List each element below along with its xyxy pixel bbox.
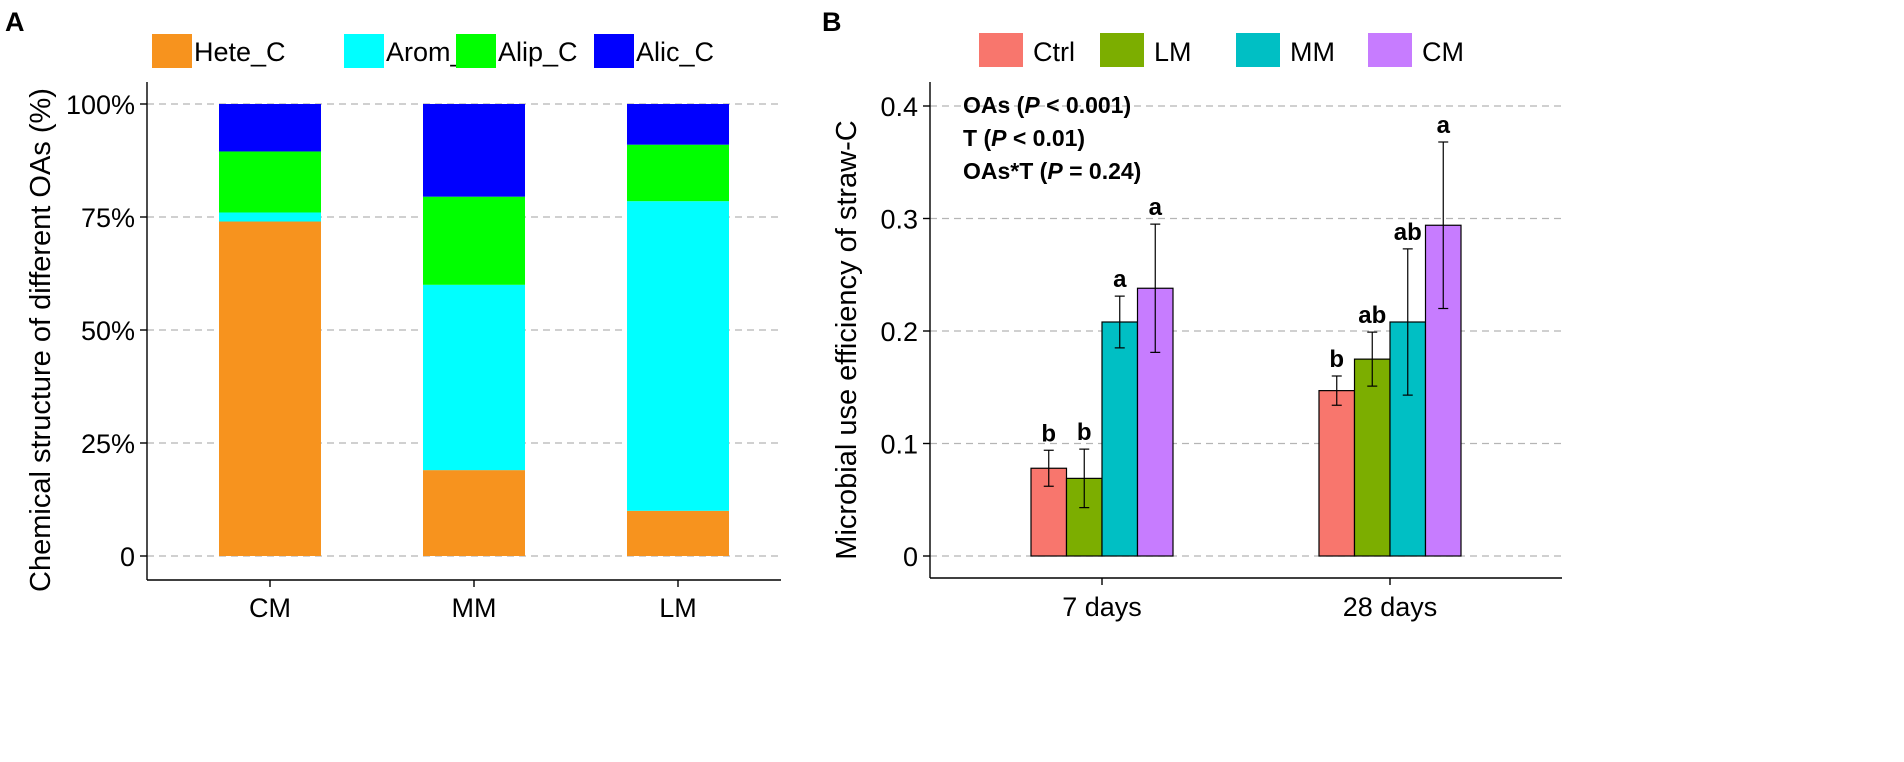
panel-b-significance-letter: b bbox=[1041, 420, 1056, 447]
panel-a-bar-cm-alic-c bbox=[219, 104, 321, 152]
panel-b-significance-letter: ab bbox=[1394, 219, 1422, 246]
panel-a-legend-label: Hete_C bbox=[194, 37, 286, 67]
panel-a-legend-swatch-alip-c bbox=[456, 34, 496, 68]
panel-a-legend-swatch-arom-c bbox=[344, 34, 384, 68]
panel-b-significance-letter: b bbox=[1329, 346, 1344, 373]
panel-b-y-tick-label: 0 bbox=[903, 542, 918, 572]
stat-prefix: T ( bbox=[963, 125, 991, 151]
panel-b-error-bar-28-days-cm bbox=[1438, 141, 1449, 310]
panel-a-bar-lm-hete-c bbox=[627, 510, 729, 556]
panel-a-bar-mm-alic-c bbox=[423, 104, 525, 197]
panel-b-legend-label: CM bbox=[1422, 37, 1464, 67]
panel-b-significance-letter: a bbox=[1437, 112, 1451, 139]
stat-prefix: OAs*T ( bbox=[963, 158, 1048, 184]
panel-b-error-bar-28-days-lm bbox=[1367, 331, 1378, 387]
panel-b-legend-label: MM bbox=[1290, 37, 1335, 67]
panel-b-bar-28-days-ctrl bbox=[1318, 390, 1356, 557]
panel-b-letter: B bbox=[822, 7, 842, 37]
panel-a-axes: 0 25% 50% 75% 100% CM MM LM bbox=[66, 82, 781, 623]
panel-a-bar-mm-arom-c bbox=[423, 284, 525, 471]
stat-p-symbol: P bbox=[991, 125, 1007, 151]
panel-b-bar-28-days-lm bbox=[1353, 358, 1391, 557]
panel-b-stat-line: OAs (P < 0.001) bbox=[963, 92, 1131, 118]
panel-a-bar-lm-arom-c bbox=[627, 201, 729, 511]
panel-b-axes: 0 0.1 0.2 0.3 0.4 7 days 28 days bbox=[880, 82, 1562, 622]
panel-b-y-tick-label: 0.1 bbox=[880, 430, 918, 460]
panel-b-gridlines bbox=[930, 105, 1562, 557]
panel-b-significance-letter: a bbox=[1113, 266, 1127, 293]
stat-prefix: OAs ( bbox=[963, 92, 1025, 118]
stat-p-symbol: P bbox=[1047, 158, 1063, 184]
panel-b-legend-swatch-ctrl bbox=[979, 33, 1023, 67]
panel-b-stat-line: T (P < 0.01) bbox=[963, 125, 1085, 151]
panel-a-bar-mm-hete-c bbox=[423, 470, 525, 556]
panel-b-bar-7-days-mm bbox=[1101, 321, 1139, 557]
panel-a: A Hete_C Arom_C Alip_C Alic_C Chemical stru… bbox=[5, 7, 781, 623]
panel-b-stats-annotation: OAs (P < 0.001)T (P < 0.01)OAs*T (P = 0.… bbox=[963, 92, 1141, 184]
panel-b-legend-swatch-lm bbox=[1100, 33, 1144, 67]
panel-a-bar-lm-alip-c bbox=[627, 144, 729, 202]
panel-a-x-tick-label: CM bbox=[249, 593, 291, 623]
panel-b-y-tick-label: 0.4 bbox=[880, 92, 918, 122]
panel-a-legend-label: Alip_C bbox=[498, 37, 578, 67]
stat-suffix: = 0.24) bbox=[1063, 158, 1142, 184]
panel-b-error-bar-7-days-lm bbox=[1079, 448, 1090, 509]
panel-b-x-tick-label: 28 days bbox=[1343, 592, 1438, 622]
panel-b: B Ctrl LM MM CM Microbial use efficiency of… bbox=[822, 7, 1562, 622]
panel-a-y-tick-label: 0 bbox=[120, 542, 135, 572]
panel-b-error-bar-28-days-ctrl bbox=[1331, 375, 1342, 406]
stat-p-symbol: P bbox=[1024, 92, 1040, 118]
panel-a-bar-mm-alip-c bbox=[423, 196, 525, 285]
panel-b-error-bar-28-days-mm bbox=[1402, 248, 1413, 396]
panel-b-y-axis-title: Microbial use efficiency of straw-C bbox=[831, 120, 863, 559]
stat-suffix: < 0.001) bbox=[1040, 92, 1131, 118]
panel-b-y-tick-label: 0.2 bbox=[880, 317, 918, 347]
panel-a-bars bbox=[219, 104, 729, 556]
panel-a-legend-swatch-alic-c bbox=[594, 34, 634, 68]
panel-a-x-tick-label: LM bbox=[659, 593, 697, 623]
panel-a-y-axis-title: Chemical structure of different OAs (%) bbox=[25, 88, 57, 592]
panel-a-x-tick-label: MM bbox=[452, 593, 497, 623]
panel-b-significance-letter: a bbox=[1149, 194, 1163, 221]
panel-b-stat-line: OAs*T (P = 0.24) bbox=[963, 158, 1141, 184]
panel-a-bar-cm-arom-c bbox=[219, 212, 321, 222]
panel-b-legend-label: Ctrl bbox=[1033, 37, 1075, 67]
panel-b-error-bar-7-days-ctrl bbox=[1043, 449, 1054, 487]
panel-a-letter: A bbox=[5, 7, 25, 37]
panel-b-error-bar-7-days-cm bbox=[1150, 223, 1161, 353]
panel-a-y-tick-label: 75% bbox=[81, 203, 135, 233]
panel-a-legend-swatch-hete-c bbox=[152, 34, 192, 68]
panel-b-legend: Ctrl LM MM CM bbox=[979, 33, 1464, 67]
panel-b-significance-letter: b bbox=[1077, 419, 1092, 446]
panel-a-bar-cm-alip-c bbox=[219, 151, 321, 213]
panel-a-bar-cm-hete-c bbox=[219, 221, 321, 556]
panel-b-significance-letter: ab bbox=[1358, 302, 1386, 329]
panel-a-legend: Hete_C Arom_C Alip_C Alic_C bbox=[152, 34, 714, 68]
panel-a-y-tick-label: 50% bbox=[81, 316, 135, 346]
panel-b-error-bar-7-days-mm bbox=[1114, 295, 1125, 349]
panel-a-y-tick-label: 25% bbox=[81, 429, 135, 459]
panel-a-legend-label: Alic_C bbox=[636, 37, 714, 67]
stat-suffix: < 0.01) bbox=[1006, 125, 1085, 151]
panel-b-legend-swatch-mm bbox=[1236, 33, 1280, 67]
panel-b-legend-swatch-cm bbox=[1368, 33, 1412, 67]
panel-a-bar-lm-alic-c bbox=[627, 104, 729, 145]
panel-b-x-tick-label: 7 days bbox=[1062, 592, 1142, 622]
panel-a-y-tick-label: 100% bbox=[66, 90, 135, 120]
panel-b-legend-label: LM bbox=[1154, 37, 1192, 67]
panel-b-y-tick-label: 0.3 bbox=[880, 205, 918, 235]
